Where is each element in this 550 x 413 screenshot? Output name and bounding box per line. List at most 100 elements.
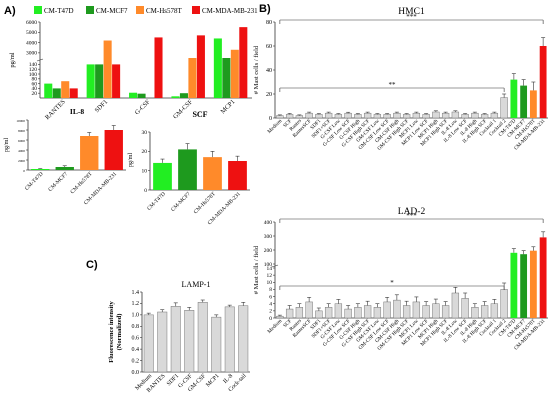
a-il8-bar xyxy=(55,167,74,170)
b-hmc1-sig-label-2: ** xyxy=(389,81,397,89)
b-hmc1-bar xyxy=(451,111,460,119)
legend-swatch-t47d xyxy=(34,6,42,14)
b-lad2-bar xyxy=(441,305,450,319)
a-top-bar xyxy=(179,93,188,98)
a-scf-y-tick-label: 0 xyxy=(144,188,147,194)
a-top-bar xyxy=(129,92,138,98)
b-hmc1-bar xyxy=(315,114,323,119)
a-top-bar xyxy=(103,40,112,98)
b-lad2-y-tick-label: 100 xyxy=(264,262,273,268)
b-lad2-y-tick-label: 300 xyxy=(264,234,273,240)
a-top-y-tick-label: 60 xyxy=(32,81,38,87)
a-il8-x-tick-label: CM-MCF7 xyxy=(47,171,69,193)
b-hmc1-bar xyxy=(520,85,528,118)
b-hmc1-bar xyxy=(490,112,499,119)
b-hmc1-bar xyxy=(539,46,547,118)
charts-layer: 204060801001201403000400050006000pg/mlRA… xyxy=(4,7,548,394)
b-lad2-bar xyxy=(295,307,304,319)
b-hmc1-bar xyxy=(422,114,430,119)
b-lad2-bar xyxy=(344,308,352,319)
c-lamp1-bar xyxy=(224,306,235,373)
a-scf-x-tick-label: CM-MCF7 xyxy=(170,191,192,213)
a-il8-y-tick-label: 0 xyxy=(23,169,25,173)
c-lamp1-y-tick-label: 1.4 xyxy=(132,290,140,296)
b-lad2-bar xyxy=(432,303,440,319)
c-lamp1-y-tick-label: 1.0 xyxy=(132,313,140,319)
c-lamp1-bar xyxy=(143,314,154,373)
legend-label-hs578t: CM-Hs578T xyxy=(146,7,183,15)
a-top-y-tick-label: 4000 xyxy=(26,40,37,46)
b-lad2-bar xyxy=(373,307,382,319)
a-top-bar xyxy=(171,96,180,98)
a-scf-bar xyxy=(178,149,197,190)
b-hmc1-bar xyxy=(324,112,333,119)
a-top-x-tick-label: GM-CSF xyxy=(172,98,194,120)
c-lamp1-y-tick-label: 1.2 xyxy=(132,301,140,307)
b-hmc1-y-axis-label: # Mast cells / field xyxy=(253,45,260,94)
b-hmc1-y-tick-label: 60 xyxy=(266,44,272,50)
a-scf-y-tick-label: 20 xyxy=(142,149,148,155)
b-hmc1-bar xyxy=(295,115,304,119)
b-hmc1-bar xyxy=(500,97,508,119)
a-top-bar xyxy=(112,64,121,98)
a-top-x-tick-label: G-CSF xyxy=(134,98,152,116)
b-hmc1-y-tick-label: 0 xyxy=(269,116,272,122)
legend-label-mcf7: CM-MCF7 xyxy=(96,7,128,15)
b-lad2-sig-label-2: * xyxy=(390,279,394,287)
b-lad2-bar xyxy=(539,237,547,318)
a-top-y-axis-label: pg/ml xyxy=(9,52,16,67)
a-scf-y-axis-label: pg/ml xyxy=(128,153,134,167)
legend-label-t47d: CM-T47D xyxy=(44,7,74,15)
panel-label-a: A) xyxy=(4,5,16,17)
a-scf-x-tick-label: CM-T47D xyxy=(146,191,167,212)
b-lad2-bar xyxy=(383,301,391,319)
c-lamp1-bar xyxy=(211,316,222,373)
b-hmc1-sig-label-1: *** xyxy=(406,13,417,21)
a-il8-y-tick-label: 8000 xyxy=(18,129,25,133)
panel-label-c: C) xyxy=(86,259,98,271)
a-top-bar xyxy=(222,58,231,98)
b-hmc1-bar xyxy=(471,112,479,119)
a-top-y-tick-label: 6000 xyxy=(26,20,37,26)
c-lamp1-bar xyxy=(184,310,195,373)
a-top-bar xyxy=(86,64,95,98)
b-lad2-title: LAD-2 xyxy=(398,207,426,217)
b-lad2-bar xyxy=(510,252,518,318)
b-lad2-bar xyxy=(520,254,528,318)
c-lamp1-title: LAMP-1 xyxy=(182,280,211,289)
a-top-bar xyxy=(239,27,248,99)
a-top-bar xyxy=(137,93,146,98)
legend-swatch-mda xyxy=(192,6,200,14)
b-lad2-bar xyxy=(422,305,430,319)
b-lad2-y-tick-label: 2 xyxy=(269,309,272,315)
a-top-y-tick-label: 20 xyxy=(32,91,38,97)
b-lad2-y-tick-label: 0 xyxy=(269,316,272,322)
c-lamp1-y-tick-label: 0.6 xyxy=(132,336,140,342)
b-lad2-bar xyxy=(334,303,343,319)
a-il8-x-tick-label: CM-Hs578T xyxy=(70,171,95,196)
c-lamp1-bar xyxy=(197,302,208,373)
b-hmc1-x-tick-label: SCF xyxy=(282,118,293,129)
b-lad2-sig-label-1: *** xyxy=(406,212,417,220)
c-lamp1-y-tick-label: 0.8 xyxy=(132,324,140,330)
a-scf-x-tick-label: CM-Hs578T xyxy=(193,191,218,216)
b-lad2-bar xyxy=(490,303,499,319)
c-lamp1-x-tick-label: IL-8 xyxy=(222,373,234,385)
b-lad2-y-tick-label: 6 xyxy=(269,294,272,300)
a-top-y-tick-label: 140 xyxy=(29,62,38,68)
b-lad2-bar xyxy=(402,305,411,319)
a-top-y-tick-label: 80 xyxy=(32,77,38,83)
b-hmc1-bar xyxy=(285,114,294,119)
c-lamp1-y-tick-label: 0.2 xyxy=(132,358,140,364)
a-top-bar xyxy=(230,49,239,98)
a-il8-bar xyxy=(31,169,50,170)
b-lad2-y-tick-label: 200 xyxy=(264,248,273,254)
b-lad2-bar xyxy=(529,250,537,318)
a-il8-y-tick-label: 10000 xyxy=(16,119,25,123)
legend-label-mda: CM-MDA-MB-231 xyxy=(202,7,258,15)
b-hmc1-bar xyxy=(412,112,421,119)
b-lad2-y-tick-label: 400 xyxy=(264,220,273,226)
a-scf-y-tick-label: 30 xyxy=(142,130,148,136)
a-top-y-tick-label: 40 xyxy=(32,86,38,92)
b-hmc1-bar xyxy=(334,114,343,119)
